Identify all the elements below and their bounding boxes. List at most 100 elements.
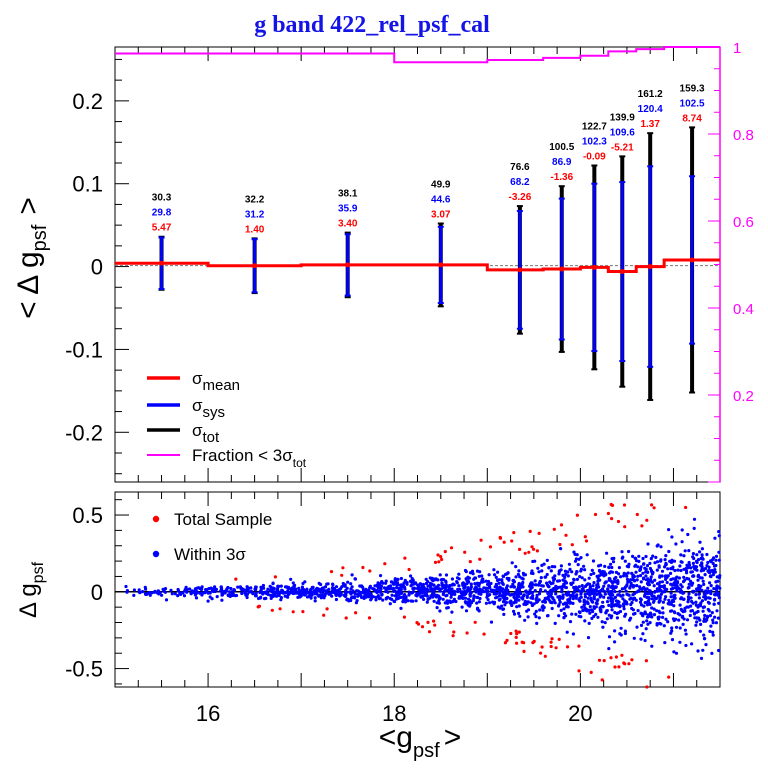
sys-value-label: 120.4 xyxy=(638,104,663,115)
scatter-point-within xyxy=(402,581,406,585)
scatter-point-within xyxy=(603,592,607,596)
scatter-point-outlier xyxy=(577,644,581,648)
scatter-point-within xyxy=(503,591,507,595)
scatter-point-outlier xyxy=(593,512,598,517)
scatter-point-within xyxy=(455,581,459,585)
scatter-point-within xyxy=(138,590,142,595)
scatter-point-within xyxy=(643,638,647,643)
scatter-point-within xyxy=(530,603,535,608)
scatter-point-within xyxy=(571,597,575,601)
scatter-point-within xyxy=(691,589,695,594)
scatter-point-within xyxy=(709,624,713,628)
scatter-point-outlier xyxy=(609,502,613,507)
scatter-point-within xyxy=(605,617,609,621)
scatter-point-within xyxy=(395,594,399,599)
scatter-point-within xyxy=(330,594,334,598)
scatter-point-outlier xyxy=(341,566,345,570)
scatter-point-within xyxy=(310,586,314,590)
scatter-point-within xyxy=(529,586,533,590)
scatter-point-within xyxy=(275,594,279,598)
scatter-point-within xyxy=(562,607,566,611)
scatter-point-within xyxy=(551,576,555,580)
scatter-point-outlier xyxy=(452,630,456,634)
scatter-point-within xyxy=(637,554,641,558)
mean-value-label: 1.37 xyxy=(640,119,660,130)
scatter-point-within xyxy=(512,601,516,605)
scatter-point-within xyxy=(607,647,611,651)
scatter-point-within xyxy=(583,568,587,572)
scatter-point-within xyxy=(635,578,639,582)
scatter-point-within xyxy=(654,555,658,560)
scatter-point-within xyxy=(486,586,491,590)
scatter-point-within xyxy=(653,596,658,600)
scatter-point-within xyxy=(460,605,464,609)
scatter-point-within xyxy=(717,550,721,554)
scatter-point-outlier xyxy=(515,641,519,645)
scatter-point-outlier xyxy=(589,670,593,675)
x-tick-label: 20 xyxy=(568,701,592,726)
scatter-point-outlier xyxy=(509,631,513,636)
scatter-point-within xyxy=(488,601,492,605)
scatter-point-within xyxy=(688,613,692,618)
scatter-point-within xyxy=(717,558,721,562)
scatter-point-within xyxy=(374,598,378,602)
scatter-point-within xyxy=(276,591,280,595)
scatter-point-within xyxy=(681,622,685,627)
scatter-point-within xyxy=(411,579,415,584)
scatter-point-within xyxy=(571,601,575,606)
scatter-point-within xyxy=(708,581,712,585)
scatter-point-outlier xyxy=(530,545,534,549)
scatter-point-outlier xyxy=(427,630,432,634)
scatter-point-within xyxy=(588,605,592,609)
scatter-point-within xyxy=(610,614,614,618)
scatter-point-outlier xyxy=(514,635,518,640)
scatter-point-within xyxy=(365,590,369,595)
scatter-point-within xyxy=(639,623,644,628)
scatter-point-within xyxy=(368,586,372,590)
scatter-point-within xyxy=(495,595,499,599)
scatter-point-within xyxy=(495,584,499,588)
scatter-point-within xyxy=(673,611,677,615)
scatter-point-within xyxy=(359,584,363,588)
scatter-point-within xyxy=(299,592,303,596)
scatter-point-within xyxy=(695,616,699,620)
scatter-point-within xyxy=(578,575,582,579)
scatter-point-within xyxy=(448,590,452,594)
scatter-point-within xyxy=(388,596,392,601)
scatter-point-within xyxy=(537,616,541,620)
scatter-point-within xyxy=(445,599,449,603)
scatter-point-within xyxy=(395,581,400,585)
scatter-point-within xyxy=(441,597,445,601)
scatter-point-within xyxy=(509,599,513,603)
scatter-point-within xyxy=(669,631,673,635)
scatter-point-within xyxy=(393,578,397,582)
y-tick-label: -0.2 xyxy=(65,420,103,445)
scatter-point-within xyxy=(463,596,467,600)
scatter-point-within xyxy=(466,575,470,579)
scatter-point-within xyxy=(598,595,602,599)
scatter-point-within xyxy=(464,589,468,593)
scatter-point-within xyxy=(452,583,456,587)
scatter-point-within xyxy=(674,625,679,629)
scatter-point-within xyxy=(399,576,403,581)
scatter-point-within xyxy=(533,579,537,583)
scatter-point-within xyxy=(406,599,410,603)
scatter-point-within xyxy=(220,587,224,591)
scatter-point-within xyxy=(595,599,599,603)
scatter-point-within xyxy=(622,571,626,576)
scatter-point-within xyxy=(636,565,640,569)
svg-text:< Δ gpsf>: < Δ gpsf > xyxy=(12,197,51,319)
scatter-point-within xyxy=(633,564,637,568)
scatter-point-within xyxy=(489,620,494,624)
legend-label: Fraction < 3σtot xyxy=(192,446,307,470)
scatter-point-within xyxy=(388,587,393,591)
scatter-point-within xyxy=(702,633,706,637)
scatter-point-within xyxy=(692,556,696,561)
scatter-point-within xyxy=(705,618,709,622)
scatter-point-within xyxy=(476,606,480,610)
scatter-point-within xyxy=(679,597,683,601)
scatter-point-within xyxy=(557,614,561,618)
scatter-point-within xyxy=(185,590,189,594)
scatter-point-within xyxy=(517,611,521,616)
scatter-point-within xyxy=(531,571,535,576)
